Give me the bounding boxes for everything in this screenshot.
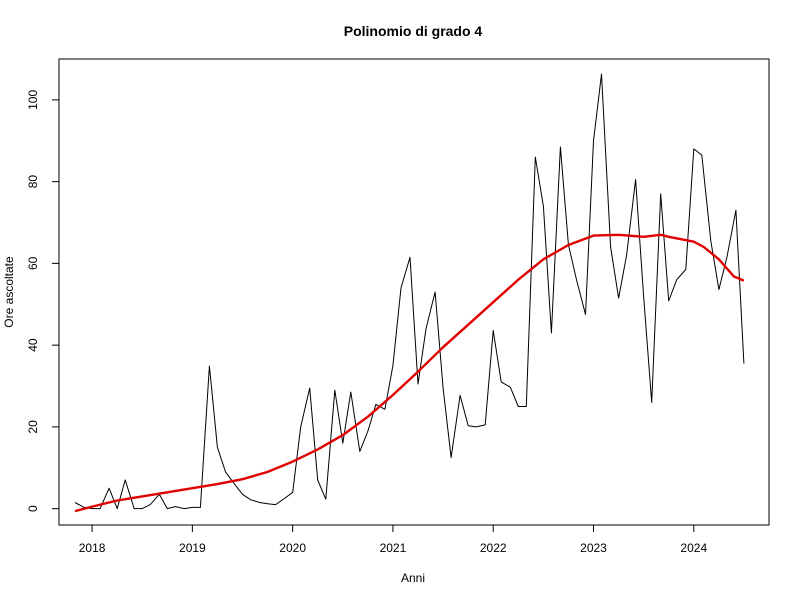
x-tick-label: 2018 <box>79 541 106 555</box>
x-tick-label: 2023 <box>580 541 607 555</box>
y-tick-label: 100 <box>26 90 40 110</box>
x-axis: 2018 2019 2020 2021 2022 2023 2024 <box>79 525 707 555</box>
plot-frame <box>58 58 770 526</box>
x-tick-label: 2019 <box>179 541 206 555</box>
series-line-polynomial-fit <box>74 233 745 513</box>
x-tick-label: 2020 <box>279 541 306 555</box>
x-tick-label: 2024 <box>680 541 707 555</box>
x-axis-label: Anni <box>401 571 425 585</box>
y-tick-label: 60 <box>26 256 40 270</box>
y-tick-label: 20 <box>26 420 40 434</box>
y-tick-label: 80 <box>26 175 40 189</box>
x-tick-label: 2021 <box>380 541 407 555</box>
chart-title: Polinomio di grado 4 <box>344 23 483 39</box>
y-tick-label: 40 <box>26 338 40 352</box>
x-tick-label: 2022 <box>480 541 507 555</box>
y-axis-label: Ore ascoltate <box>2 256 16 328</box>
y-tick-label: 0 <box>26 505 40 512</box>
series-line-observed <box>74 73 745 510</box>
y-axis: 0 20 40 60 80 100 <box>26 90 59 512</box>
series-layer <box>74 73 745 513</box>
